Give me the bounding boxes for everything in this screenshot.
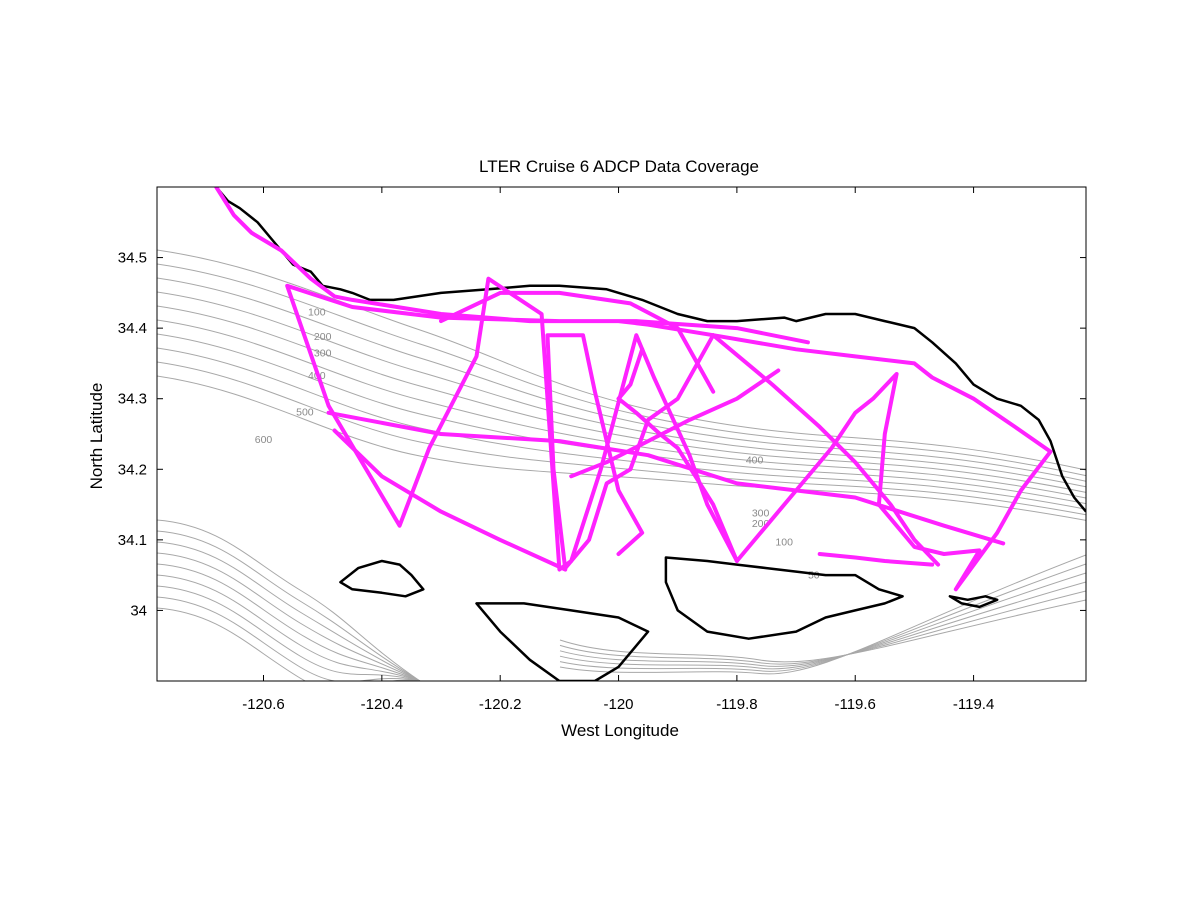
y-axis-label: North Latitude xyxy=(87,383,106,490)
island-outline xyxy=(339,559,425,598)
bathymetry-contours xyxy=(157,249,1086,681)
plot-frame xyxy=(156,186,1087,682)
x-tick-label: -120.4 xyxy=(361,696,404,713)
x-tick-label: -120.6 xyxy=(242,696,285,713)
x-tick-label: -120.2 xyxy=(479,696,522,713)
adcp-track-segment xyxy=(711,333,941,567)
x-tick-label: -119.8 xyxy=(716,696,757,713)
bathymetry-contour-line xyxy=(157,249,1086,471)
x-tick-label: -120 xyxy=(603,696,633,713)
bathymetry-contour-line xyxy=(157,541,421,681)
island-outline xyxy=(475,602,650,681)
x-axis: -120.6 -120.4 -120.2 -120 -119.8 -119.6 -119.4 xyxy=(242,187,994,713)
contour-depth-label: 400 xyxy=(746,455,764,467)
y-tick-label: 34.1 xyxy=(118,532,147,549)
bathymetry-contour-line xyxy=(157,530,421,681)
island-outline xyxy=(948,595,999,609)
y-tick-label: 34 xyxy=(130,602,147,619)
adcp-track-segment xyxy=(214,187,1053,592)
adcp-track-segment xyxy=(569,368,781,479)
x-axis-label: West Longitude xyxy=(561,721,679,740)
island-outline xyxy=(664,556,904,640)
y-tick-label: 34.5 xyxy=(118,250,147,267)
x-tick-label: -119.6 xyxy=(834,696,875,713)
bathymetry-contour-line xyxy=(559,554,1086,675)
cruise-tracks xyxy=(214,187,1053,592)
bathymetry-contour-line xyxy=(157,347,1086,510)
contour-depth-label: 600 xyxy=(255,434,273,446)
map-title: LTER Cruise 6 ADCP Data Coverage xyxy=(479,157,759,176)
bathymetry-contour-line xyxy=(157,361,1086,516)
island-outlines xyxy=(339,556,999,681)
bathymetry-contour-line xyxy=(559,590,1086,665)
bathymetry-contour-line xyxy=(157,319,1086,499)
y-tick-label: 34.2 xyxy=(118,461,147,478)
contour-depth-label: 100 xyxy=(775,537,793,549)
bathymetry-contour-line xyxy=(157,563,421,681)
adcp-track-segment xyxy=(563,333,716,571)
contour-depth-label: 300 xyxy=(752,508,770,520)
contour-depth-label: 500 xyxy=(296,407,314,419)
coastline-path xyxy=(215,187,1086,513)
y-tick-label: 34.4 xyxy=(118,320,147,337)
bathymetry-contour-line xyxy=(157,375,1086,521)
contour-depth-label: 100 xyxy=(308,306,326,318)
bathymetry-contour-line xyxy=(157,277,1086,482)
bathymetry-contour-line xyxy=(157,552,421,681)
y-axis: 34 34.1 34.2 34.3 34.4 34.5 xyxy=(118,250,1086,619)
bathymetry-contour-line xyxy=(157,519,421,681)
adcp-track-segment xyxy=(817,552,935,567)
adcp-track-segment xyxy=(439,290,716,394)
adcp-track-segment xyxy=(332,333,645,572)
x-tick-label: -119.4 xyxy=(953,696,994,713)
bathymetry-contour-line xyxy=(157,574,421,681)
bathymetry-contour-line xyxy=(157,607,421,681)
y-tick-label: 34.3 xyxy=(118,391,147,408)
bathymetry-contour-line xyxy=(157,585,421,681)
bathymetry-contour-line xyxy=(559,563,1086,672)
contour-depth-label: 300 xyxy=(314,347,332,359)
bathymetry-contour-line xyxy=(559,581,1086,667)
bathymetry-contour-line xyxy=(559,572,1086,670)
coastline xyxy=(215,187,1086,513)
contour-depth-label: 50 xyxy=(808,570,820,582)
contour-depth-label: 200 xyxy=(314,331,332,343)
bathymetry-contour-line xyxy=(157,263,1086,477)
bathymetry-contour-line xyxy=(157,596,421,681)
bathymetry-contour-line xyxy=(157,305,1086,493)
